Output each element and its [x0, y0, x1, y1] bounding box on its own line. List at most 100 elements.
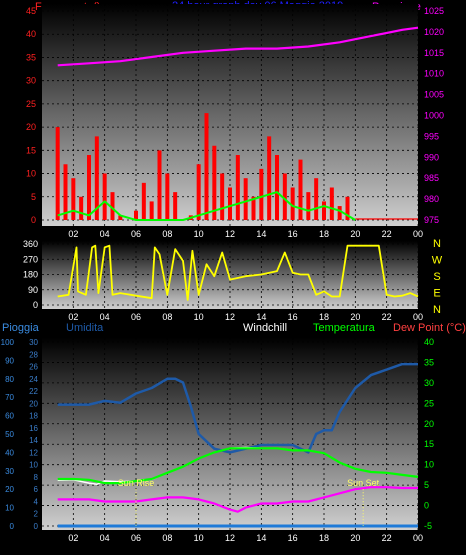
- x-tick-label: 06: [131, 229, 141, 239]
- wind-direction-series: [57, 244, 419, 301]
- y-left-tick-label: 10: [26, 169, 36, 179]
- y-left-tick-label: 0: [31, 215, 36, 225]
- y-left-tick-label: 35: [26, 52, 36, 62]
- x-tick-label: 10: [194, 533, 204, 543]
- y-rain-tick-label: 30: [5, 467, 14, 476]
- x-tick-label: 02: [68, 312, 78, 322]
- y-humidity-tick-label: 28: [29, 350, 38, 359]
- humidity-line: [57, 362, 418, 454]
- wind-direction-compass-label: S: [433, 271, 440, 283]
- x-tick-label: 00: [413, 533, 423, 543]
- y-humidity-tick-label: 30: [29, 338, 38, 347]
- x-tick-label: 18: [319, 533, 329, 543]
- y-rain-tick-label: 60: [5, 412, 14, 421]
- rain-label: Pioggia: [2, 322, 40, 334]
- x-tick-label: 14: [256, 229, 266, 239]
- x-tick-label: 06: [131, 312, 141, 322]
- y-temp-tick-label: 20: [424, 419, 434, 429]
- x-tick-label: 10: [194, 229, 204, 239]
- x-tick-label: 04: [100, 312, 110, 322]
- y-rain-tick-label: 80: [5, 375, 14, 384]
- wind-direction-compass-label: N: [433, 304, 441, 316]
- pressure-line: [57, 26, 419, 67]
- y-rain-tick-label: 20: [5, 485, 14, 494]
- y-right-tick-label: 1015: [424, 48, 444, 58]
- x-tick-label: 14: [256, 533, 266, 543]
- y-right-tick-label: 985: [424, 173, 439, 183]
- x-tick-label: 00: [413, 229, 423, 239]
- y-left-tick-label: 20: [26, 122, 36, 132]
- y-left-tick-label: 40: [26, 29, 36, 39]
- y-humidity-tick-label: 22: [29, 387, 38, 396]
- x-tick-label: 20: [350, 229, 360, 239]
- x-tick-label: 08: [162, 533, 172, 543]
- y-tick-label: 180: [23, 270, 38, 280]
- y-humidity-tick-label: 24: [29, 375, 38, 384]
- x-tick-label: 02: [68, 229, 78, 239]
- y-right-tick-label: 990: [424, 152, 439, 162]
- x-tick-label: 18: [319, 229, 329, 239]
- y-left-tick-label: 5: [31, 192, 36, 202]
- y-temp-tick-label: 25: [424, 398, 434, 408]
- y-humidity-tick-label: 18: [29, 412, 38, 421]
- y-humidity-tick-label: 0: [34, 522, 39, 531]
- y-humidity-tick-label: 6: [34, 485, 39, 494]
- wind-direction-line: [57, 244, 419, 301]
- gust-line: [57, 191, 356, 221]
- x-tick-label: 10: [194, 312, 204, 322]
- y-humidity-tick-label: 14: [29, 436, 38, 445]
- y-humidity-tick-label: 8: [34, 473, 39, 482]
- wind-direction-compass-label: E: [433, 288, 440, 300]
- y-left-tick-label: 25: [26, 99, 36, 109]
- y-rain-tick-label: 100: [1, 338, 15, 347]
- temperature-label: Temperatura: [313, 322, 376, 334]
- y-temp-tick-label: 15: [424, 439, 434, 449]
- y-rain-tick-label: 90: [5, 356, 14, 365]
- x-tick-label: 22: [382, 533, 392, 543]
- x-tick-label: 04: [100, 533, 110, 543]
- x-tick-label: 18: [319, 312, 329, 322]
- y-rain-tick-label: 40: [5, 448, 14, 457]
- y-humidity-tick-label: 4: [34, 497, 39, 506]
- y-humidity-tick-label: 26: [29, 363, 38, 372]
- dewpoint-label: Dew Point (°C): [393, 322, 466, 334]
- x-tick-label: 22: [382, 312, 392, 322]
- x-tick-label: 12: [225, 312, 235, 322]
- y-humidity-tick-label: 12: [29, 448, 38, 457]
- y-right-tick-label: 995: [424, 131, 439, 141]
- x-tick-label: 02: [68, 533, 78, 543]
- y-right-tick-label: 1020: [424, 27, 444, 37]
- y-tick-label: 90: [28, 285, 38, 295]
- x-tick-label: 22: [382, 229, 392, 239]
- x-tick-label: 00: [413, 312, 423, 322]
- x-tick-label: 12: [225, 533, 235, 543]
- y-humidity-tick-label: 20: [29, 399, 38, 408]
- y-left-tick-label: 30: [26, 76, 36, 86]
- x-tick-label: 08: [162, 229, 172, 239]
- wind-pressure-axes: 0510152025303540459759809859909951000100…: [26, 6, 444, 239]
- y-humidity-tick-label: 2: [34, 510, 39, 519]
- x-tick-label: 06: [131, 533, 141, 543]
- y-rain-tick-label: 10: [5, 504, 14, 513]
- y-temp-tick-label: 30: [424, 378, 434, 388]
- x-tick-label: 16: [288, 229, 298, 239]
- y-rain-tick-label: 0: [10, 522, 15, 531]
- y-temp-tick-label: 5: [424, 480, 429, 490]
- x-tick-label: 20: [350, 312, 360, 322]
- y-rain-tick-label: 50: [5, 430, 14, 439]
- sunset-label: Sun Set: [347, 478, 380, 488]
- humidity-label: Umidita: [66, 322, 104, 334]
- y-temp-tick-label: 40: [424, 337, 434, 347]
- y-tick-label: 270: [23, 254, 38, 264]
- sunrise-label: Sun Rise: [118, 478, 155, 488]
- y-right-tick-label: 975: [424, 215, 439, 225]
- wind-direction-compass-label: N: [433, 238, 441, 250]
- temperature-line: [57, 447, 419, 485]
- y-right-tick-label: 980: [424, 194, 439, 204]
- x-tick-label: 14: [256, 312, 266, 322]
- x-tick-label: 12: [225, 229, 235, 239]
- x-tick-label: 08: [162, 312, 172, 322]
- temperature-humidity-series: [57, 362, 419, 528]
